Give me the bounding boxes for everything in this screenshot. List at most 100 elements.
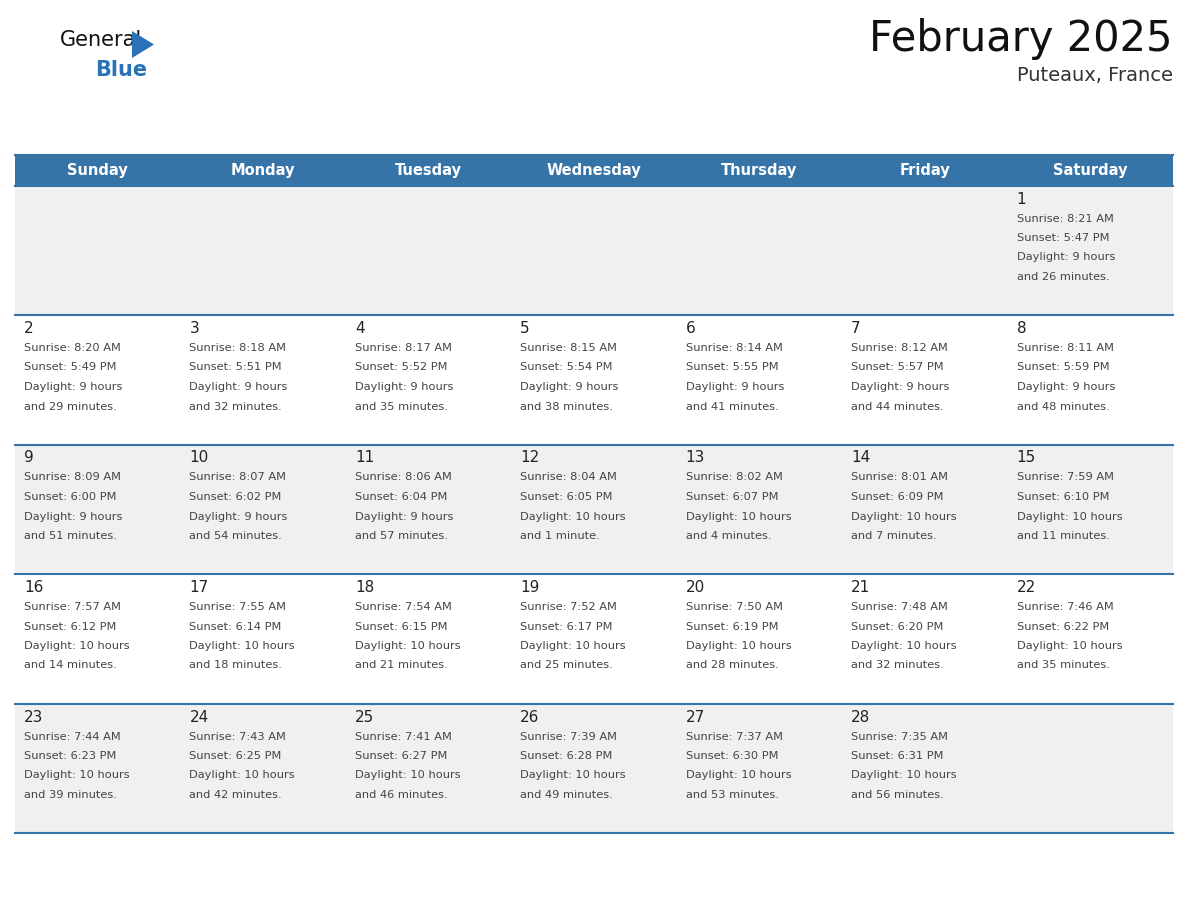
Text: Sunrise: 8:17 AM: Sunrise: 8:17 AM xyxy=(355,343,451,353)
Text: 10: 10 xyxy=(189,451,209,465)
Text: Sunset: 6:10 PM: Sunset: 6:10 PM xyxy=(1017,492,1110,502)
Text: and 48 minutes.: and 48 minutes. xyxy=(1017,401,1110,411)
Text: Thursday: Thursday xyxy=(721,162,797,178)
Text: Sunset: 6:19 PM: Sunset: 6:19 PM xyxy=(685,621,778,632)
Text: 17: 17 xyxy=(189,580,209,595)
Text: and 25 minutes.: and 25 minutes. xyxy=(520,660,613,670)
Text: and 57 minutes.: and 57 minutes. xyxy=(355,531,448,541)
Text: Puteaux, France: Puteaux, France xyxy=(1017,66,1173,85)
Text: and 53 minutes.: and 53 minutes. xyxy=(685,790,778,800)
Text: 4: 4 xyxy=(355,321,365,336)
Text: Sunrise: 8:04 AM: Sunrise: 8:04 AM xyxy=(520,473,617,483)
Text: and 11 minutes.: and 11 minutes. xyxy=(1017,531,1110,541)
Bar xyxy=(15,574,1173,703)
Text: Daylight: 10 hours: Daylight: 10 hours xyxy=(24,770,129,780)
Text: 2: 2 xyxy=(24,321,33,336)
Text: 26: 26 xyxy=(520,710,539,724)
Text: Daylight: 9 hours: Daylight: 9 hours xyxy=(24,511,122,521)
Text: Sunrise: 7:44 AM: Sunrise: 7:44 AM xyxy=(24,732,121,742)
Text: Daylight: 9 hours: Daylight: 9 hours xyxy=(189,382,287,392)
Text: Sunset: 5:59 PM: Sunset: 5:59 PM xyxy=(1017,363,1110,373)
Text: 16: 16 xyxy=(24,580,44,595)
Text: Sunset: 6:00 PM: Sunset: 6:00 PM xyxy=(24,492,116,502)
Text: and 32 minutes.: and 32 minutes. xyxy=(189,401,283,411)
Text: and 51 minutes.: and 51 minutes. xyxy=(24,531,116,541)
Text: Daylight: 9 hours: Daylight: 9 hours xyxy=(355,511,454,521)
Text: 20: 20 xyxy=(685,580,704,595)
Text: 12: 12 xyxy=(520,451,539,465)
Text: and 56 minutes.: and 56 minutes. xyxy=(851,790,944,800)
Text: Daylight: 10 hours: Daylight: 10 hours xyxy=(685,511,791,521)
Text: and 29 minutes.: and 29 minutes. xyxy=(24,401,116,411)
Text: 8: 8 xyxy=(1017,321,1026,336)
Text: Daylight: 9 hours: Daylight: 9 hours xyxy=(355,382,454,392)
Text: Daylight: 10 hours: Daylight: 10 hours xyxy=(520,770,626,780)
Text: Daylight: 9 hours: Daylight: 9 hours xyxy=(1017,382,1116,392)
Text: Daylight: 9 hours: Daylight: 9 hours xyxy=(685,382,784,392)
Text: Daylight: 10 hours: Daylight: 10 hours xyxy=(685,641,791,651)
Text: and 1 minute.: and 1 minute. xyxy=(520,531,600,541)
Text: and 49 minutes.: and 49 minutes. xyxy=(520,790,613,800)
Text: 19: 19 xyxy=(520,580,539,595)
Bar xyxy=(15,315,1173,444)
Text: Sunrise: 8:01 AM: Sunrise: 8:01 AM xyxy=(851,473,948,483)
Text: Daylight: 9 hours: Daylight: 9 hours xyxy=(1017,252,1116,263)
Text: 9: 9 xyxy=(24,451,33,465)
Text: Sunrise: 7:54 AM: Sunrise: 7:54 AM xyxy=(355,602,451,612)
Text: General: General xyxy=(61,30,143,50)
Text: Daylight: 10 hours: Daylight: 10 hours xyxy=(851,511,956,521)
Text: Wednesday: Wednesday xyxy=(546,162,642,178)
Text: Friday: Friday xyxy=(899,162,950,178)
Text: 22: 22 xyxy=(1017,580,1036,595)
Text: Sunrise: 8:06 AM: Sunrise: 8:06 AM xyxy=(355,473,451,483)
Text: 24: 24 xyxy=(189,710,209,724)
Text: Sunrise: 7:43 AM: Sunrise: 7:43 AM xyxy=(189,732,286,742)
Text: 13: 13 xyxy=(685,451,706,465)
Bar xyxy=(346,155,511,185)
Text: Sunrise: 7:52 AM: Sunrise: 7:52 AM xyxy=(520,602,617,612)
Text: and 35 minutes.: and 35 minutes. xyxy=(1017,660,1110,670)
Text: 18: 18 xyxy=(355,580,374,595)
Text: and 7 minutes.: and 7 minutes. xyxy=(851,531,937,541)
Text: Sunset: 6:25 PM: Sunset: 6:25 PM xyxy=(189,751,282,761)
Text: 28: 28 xyxy=(851,710,871,724)
Text: and 26 minutes.: and 26 minutes. xyxy=(1017,272,1110,282)
Text: and 4 minutes.: and 4 minutes. xyxy=(685,531,771,541)
Polygon shape xyxy=(132,31,154,58)
Text: Saturday: Saturday xyxy=(1053,162,1127,178)
Text: Daylight: 10 hours: Daylight: 10 hours xyxy=(685,770,791,780)
Text: 23: 23 xyxy=(24,710,44,724)
Text: 11: 11 xyxy=(355,451,374,465)
Text: and 21 minutes.: and 21 minutes. xyxy=(355,660,448,670)
Text: and 14 minutes.: and 14 minutes. xyxy=(24,660,116,670)
Text: 5: 5 xyxy=(520,321,530,336)
Text: Sunrise: 8:02 AM: Sunrise: 8:02 AM xyxy=(685,473,783,483)
Text: Sunset: 6:12 PM: Sunset: 6:12 PM xyxy=(24,621,116,632)
Text: Sunset: 6:31 PM: Sunset: 6:31 PM xyxy=(851,751,943,761)
Text: Sunrise: 7:55 AM: Sunrise: 7:55 AM xyxy=(189,602,286,612)
Text: and 39 minutes.: and 39 minutes. xyxy=(24,790,116,800)
Text: Sunrise: 8:21 AM: Sunrise: 8:21 AM xyxy=(1017,214,1113,223)
Text: Sunset: 5:51 PM: Sunset: 5:51 PM xyxy=(189,363,282,373)
Text: Sunrise: 8:18 AM: Sunrise: 8:18 AM xyxy=(189,343,286,353)
Text: Sunrise: 8:20 AM: Sunrise: 8:20 AM xyxy=(24,343,121,353)
Text: Daylight: 10 hours: Daylight: 10 hours xyxy=(24,641,129,651)
Text: Sunday: Sunday xyxy=(68,162,128,178)
Text: Sunset: 6:09 PM: Sunset: 6:09 PM xyxy=(851,492,943,502)
Bar xyxy=(677,155,842,185)
Text: Sunrise: 7:57 AM: Sunrise: 7:57 AM xyxy=(24,602,121,612)
Text: Sunrise: 8:09 AM: Sunrise: 8:09 AM xyxy=(24,473,121,483)
Text: and 41 minutes.: and 41 minutes. xyxy=(685,401,778,411)
Text: and 54 minutes.: and 54 minutes. xyxy=(189,531,283,541)
Text: Daylight: 9 hours: Daylight: 9 hours xyxy=(189,511,287,521)
Text: Sunrise: 7:48 AM: Sunrise: 7:48 AM xyxy=(851,602,948,612)
Bar xyxy=(15,703,1173,833)
Text: Sunrise: 8:07 AM: Sunrise: 8:07 AM xyxy=(189,473,286,483)
Text: and 28 minutes.: and 28 minutes. xyxy=(685,660,778,670)
Text: Sunset: 6:22 PM: Sunset: 6:22 PM xyxy=(1017,621,1108,632)
Text: Sunset: 5:49 PM: Sunset: 5:49 PM xyxy=(24,363,116,373)
Bar xyxy=(15,444,1173,574)
Text: 25: 25 xyxy=(355,710,374,724)
Text: Sunset: 6:23 PM: Sunset: 6:23 PM xyxy=(24,751,116,761)
Text: Sunrise: 8:11 AM: Sunrise: 8:11 AM xyxy=(1017,343,1113,353)
